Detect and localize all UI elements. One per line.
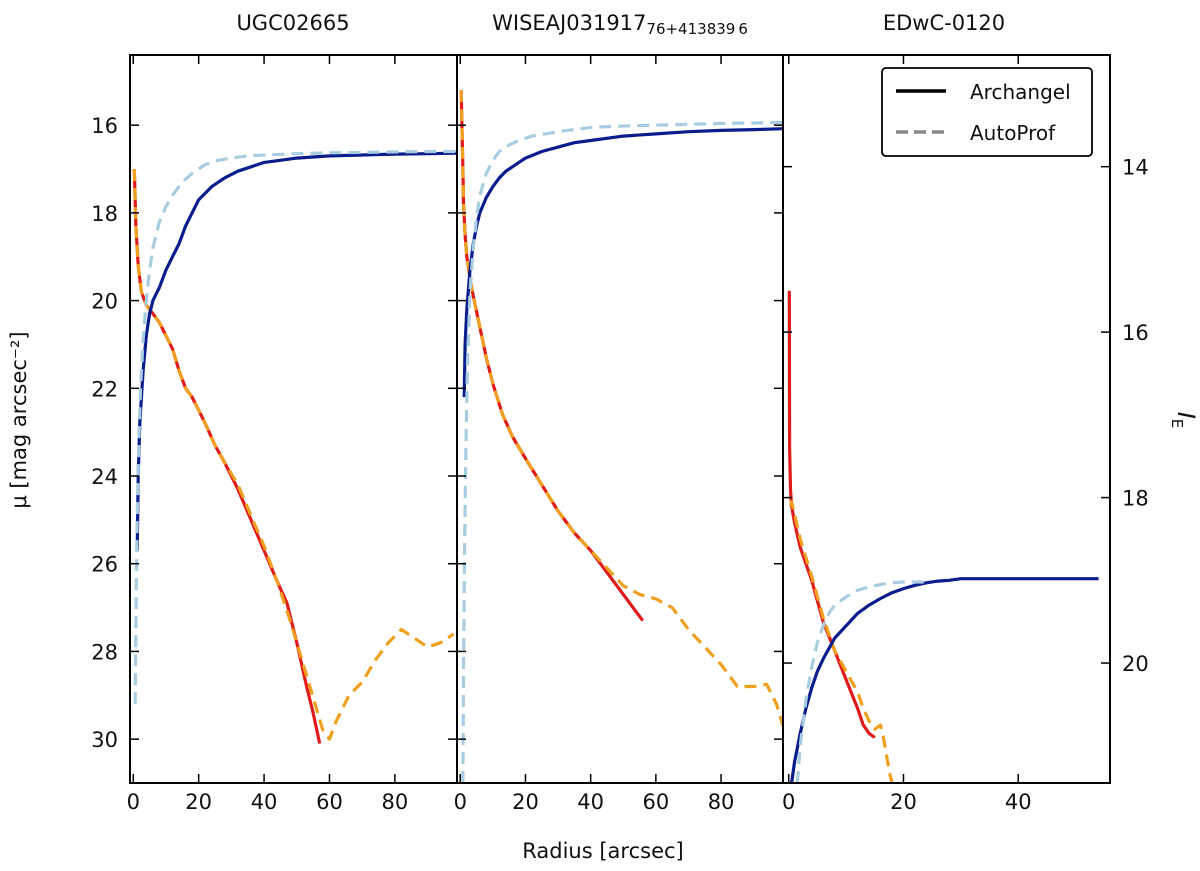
y-axis-label-right-sub: E [1168,419,1186,428]
legend: Archangel AutoProf [881,67,1093,157]
panel-3-plot-area [787,290,1099,783]
panel-1-title: UGC02665 [236,11,349,35]
ytick-label-left-18: 18 [91,202,118,226]
panel-2-title: WISEAJ03191776+413839 6 [492,11,748,38]
y-axis-label-left: μ [mag arcsec⁻²] [7,331,31,508]
y-axis-label-right: IE [1168,412,1200,429]
panel-1-series-archangel-cumulative-magnitude [135,151,457,551]
panel-3-xtick-label-0: 0 [782,790,795,814]
panel-2-xtick-label-60: 60 [642,790,669,814]
panel-1-plot-area [132,149,457,744]
ytick-label-left-16: 16 [91,114,118,138]
panel-3-series-autoprof-cumulative-magnitude [795,580,927,783]
ytick-label-right-14: 14 [1122,156,1149,180]
panel-2-series-archangel-cumulative-magnitude [462,127,783,398]
ytick-label-left-30: 30 [91,728,118,752]
panel-1-series-autoprof-surface-brightness [132,168,455,741]
y-axis-label-right-main: I [1172,412,1200,419]
ytick-label-right-18: 18 [1122,487,1149,511]
panel-1-series-archangel-surface-brightness [132,168,322,744]
panel-2-title-sub1: 76+413839 [646,20,735,38]
panel-2-xtick-label-40: 40 [577,790,604,814]
ytick-label-left-20: 20 [91,290,118,314]
panel-1-xtick-label-20: 20 [185,790,212,814]
panel-1-xtick-label-60: 60 [316,790,343,814]
panel-3-xtick-label-40: 40 [1005,790,1032,814]
panel-2-xtick-label-20: 20 [512,790,539,814]
legend-autoprof-label: AutoProf [970,121,1056,145]
panel-2-plot-area [459,90,783,783]
panel-1-xtick-label-80: 80 [382,790,409,814]
ytick-label-left-28: 28 [91,640,118,664]
panel-3-series-archangel-surface-brightness [787,290,876,739]
panel-2-xtick-label-0: 0 [454,790,467,814]
panel-1-xtick-label-0: 0 [127,790,140,814]
panel-3-xtick-label-20: 20 [890,790,917,814]
panel-2-series-autoprof-cumulative-magnitude [461,120,783,783]
panel-3-series-autoprof-surface-brightness [788,500,894,783]
ytick-label-right-20: 20 [1122,652,1149,676]
panel-3-frame [782,54,1111,784]
ytick-label-left-22: 22 [91,377,118,401]
panel-3-series-archangel-cumulative-magnitude [790,577,1099,783]
panel-2-title-main: WISEAJ031917 [492,11,646,35]
panel-1-series-autoprof-cumulative-magnitude [133,149,457,705]
panel-2-xtick-label-80: 80 [708,790,735,814]
panel-3-title: EDwC-0120 [883,11,1005,35]
ytick-label-left-26: 26 [91,553,118,577]
panel-1-xtick-label-40: 40 [251,790,278,814]
panel-2-series-autoprof-surface-brightness [459,90,783,727]
ytick-label-right-16: 16 [1122,321,1149,345]
x-axis-label: Radius [arcsec] [522,839,683,863]
panel-1-frame [129,54,458,784]
legend-archangel-label: Archangel [970,80,1071,104]
panel-2-title-sub2: 6 [738,20,748,38]
ytick-label-left-24: 24 [91,465,118,489]
